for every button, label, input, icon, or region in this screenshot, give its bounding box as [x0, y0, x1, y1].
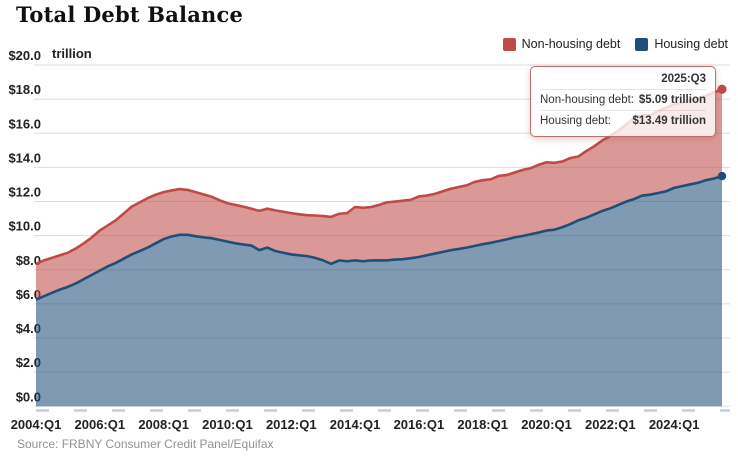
- non-housing-debt-area: [36, 89, 722, 300]
- legend-label: Non-housing debt: [521, 37, 621, 51]
- x-axis-label: 2004:Q1: [11, 417, 62, 432]
- x-axis-label: 2012:Q1: [266, 417, 317, 432]
- y-axis-label: $12.0: [8, 185, 41, 200]
- y-axis-label: $10.0: [8, 219, 41, 234]
- x-axis-label: 2020:Q1: [521, 417, 572, 432]
- legend-item-housing-debt[interactable]: Housing debt: [635, 37, 728, 51]
- tooltip-row-non-housing: Non-housing debt: $5.09 trillion: [540, 90, 706, 110]
- x-axis-label: 2008:Q1: [138, 417, 189, 432]
- y-axis-label: $20.0: [8, 48, 41, 63]
- page-title: Total Debt Balance: [16, 2, 244, 27]
- x-axis-label: 2014:Q1: [330, 417, 381, 432]
- x-axis-label: 2018:Q1: [457, 417, 508, 432]
- y-axis-label: $14.0: [8, 150, 41, 165]
- data-point-tooltip: 2025:Q3 Non-housing debt: $5.09 trillion…: [530, 66, 716, 137]
- y-axis-label: $4.0: [16, 321, 41, 336]
- total-debt-line: [35, 88, 723, 266]
- tooltip-label: Housing debt:: [540, 115, 611, 127]
- y-axis-label: $0.0: [16, 389, 41, 404]
- x-axis-label: 2010:Q1: [202, 417, 253, 432]
- tooltip-value: $13.49 trillion: [632, 115, 706, 127]
- x-axis-label: 2022:Q1: [585, 417, 636, 432]
- non-housing-endpoint-dot[interactable]: [717, 84, 727, 94]
- y-axis-unit-label: trillion: [52, 46, 92, 61]
- y-axis-label: $18.0: [8, 82, 41, 97]
- tooltip-row-housing: Housing debt: $13.49 trillion: [540, 110, 706, 131]
- housing-debt-area: [36, 176, 722, 407]
- x-axis-label: 2016:Q1: [394, 417, 445, 432]
- tooltip-label: Non-housing debt:: [540, 94, 634, 106]
- tooltip-value: $5.09 trillion: [638, 94, 706, 106]
- y-axis-label: $2.0: [16, 355, 41, 370]
- y-axis-label: $16.0: [8, 116, 41, 131]
- housing-debt-line: [35, 174, 723, 301]
- chart-legend: Non-housing debt Housing debt: [502, 37, 728, 51]
- legend-label: Housing debt: [654, 37, 728, 51]
- non-housing-debt-swatch-icon: [502, 37, 516, 51]
- y-axis-label: $8.0: [16, 253, 41, 268]
- housing-endpoint-dot[interactable]: [717, 171, 727, 181]
- x-axis-label: 2006:Q1: [75, 417, 126, 432]
- legend-item-non-housing-debt[interactable]: Non-housing debt: [502, 37, 621, 51]
- y-axis-label: $6.0: [16, 287, 41, 302]
- source-note: Source: FRBNY Consumer Credit Panel/Equi…: [17, 437, 274, 451]
- x-axis-label: 2024:Q1: [649, 417, 700, 432]
- housing-debt-swatch-icon: [635, 37, 649, 51]
- tooltip-period: 2025:Q3: [540, 70, 706, 90]
